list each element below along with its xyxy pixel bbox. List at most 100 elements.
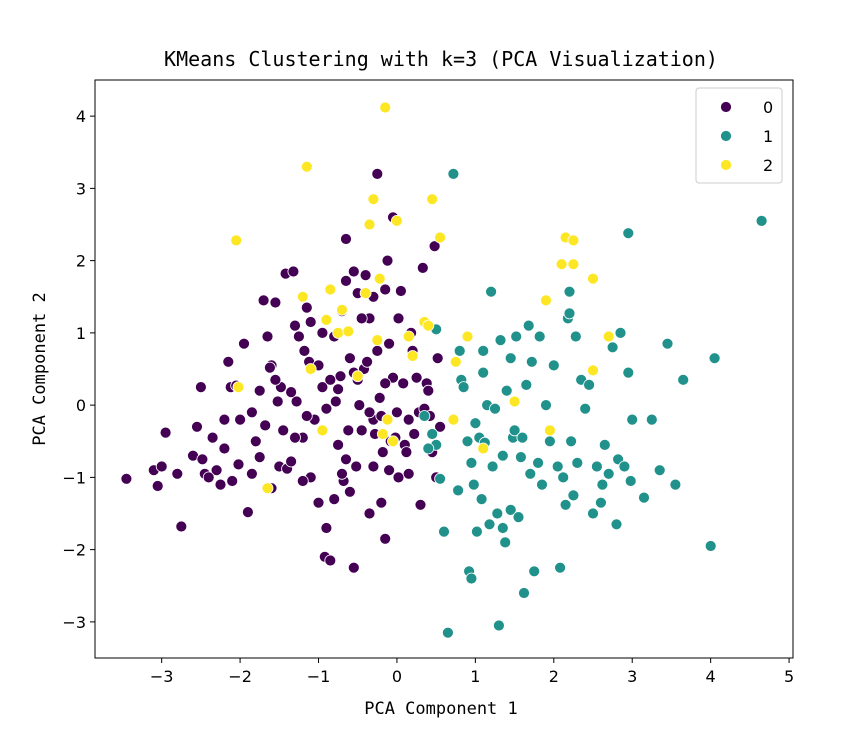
data-point-cluster-0	[269, 296, 282, 309]
data-point-cluster-1	[500, 384, 513, 397]
legend-marker	[720, 159, 732, 171]
data-point-cluster-2	[555, 258, 568, 271]
data-point-cluster-2	[232, 381, 245, 394]
data-point-cluster-1	[504, 352, 517, 365]
data-point-cluster-2	[402, 330, 415, 343]
y-tick-label: 1	[76, 324, 86, 343]
legend: 0 1 2	[695, 87, 783, 184]
data-point-cluster-1	[708, 352, 721, 365]
y-tick-label: 4	[76, 107, 86, 126]
data-point-cluster-2	[567, 258, 580, 271]
data-point-cluster-0	[383, 337, 396, 350]
y-tick-label: 2	[76, 252, 86, 271]
data-point-cluster-0	[376, 446, 389, 459]
data-point-cluster-1	[533, 330, 546, 343]
data-point-cluster-0	[320, 522, 333, 534]
data-point-cluster-2	[587, 272, 599, 285]
data-point-cluster-1	[426, 428, 439, 440]
data-point-cluster-0	[120, 472, 133, 485]
data-point-cluster-0	[292, 330, 305, 343]
x-tick-label: 5	[784, 667, 794, 686]
data-point-cluster-0	[332, 383, 345, 396]
data-point-cluster-1	[518, 587, 530, 599]
data-point-cluster-1	[447, 167, 460, 180]
data-point-cluster-1	[540, 399, 552, 412]
data-point-cluster-0	[300, 301, 313, 314]
data-point-cluster-1	[559, 498, 572, 511]
data-point-cluster-1	[504, 503, 517, 516]
data-point-cluster-0	[363, 406, 376, 419]
y-axis-label: PCA Component 2	[30, 292, 50, 446]
data-point-cluster-0	[222, 355, 235, 368]
data-point-cluster-1	[532, 456, 544, 469]
data-point-cluster-0	[392, 471, 405, 484]
data-points	[120, 101, 768, 639]
data-point-cluster-0	[218, 442, 231, 455]
data-point-cluster-1	[470, 525, 483, 538]
data-point-cluster-0	[334, 370, 347, 383]
data-point-cluster-0	[379, 377, 392, 390]
legend-marker	[720, 130, 732, 142]
data-point-cluster-0	[290, 395, 303, 408]
data-point-cluster-1	[422, 442, 435, 455]
data-point-cluster-0	[285, 386, 298, 399]
data-point-cluster-1	[453, 344, 466, 357]
legend-label: 1	[763, 127, 773, 146]
data-point-cluster-1	[563, 307, 576, 320]
y-tick-label: −3	[62, 613, 86, 632]
data-point-cluster-1	[645, 413, 658, 426]
data-point-cluster-2	[449, 355, 462, 368]
data-point-cluster-0	[257, 294, 270, 307]
data-point-cluster-0	[300, 410, 313, 422]
data-point-cluster-0	[336, 467, 348, 480]
data-point-cluster-0	[355, 312, 368, 325]
data-point-cluster-0	[175, 520, 188, 533]
data-point-cluster-2	[230, 234, 243, 247]
data-point-cluster-0	[202, 471, 215, 484]
data-point-cluster-0	[155, 460, 168, 473]
data-point-cluster-1	[755, 214, 768, 227]
data-point-cluster-1	[461, 435, 474, 448]
data-point-cluster-0	[402, 467, 415, 480]
data-point-cluster-0	[214, 478, 227, 491]
data-point-cluster-1	[606, 341, 619, 354]
data-point-cluster-0	[428, 240, 441, 253]
data-point-cluster-2	[447, 413, 460, 426]
data-point-cluster-0	[277, 424, 290, 437]
data-point-cluster-1	[489, 402, 501, 415]
data-point-cluster-2	[477, 442, 490, 455]
data-point-cluster-2	[367, 193, 380, 206]
data-point-cluster-0	[394, 285, 407, 297]
data-point-cluster-0	[271, 395, 284, 408]
data-point-cluster-1	[418, 410, 431, 422]
data-point-cluster-0	[402, 413, 415, 426]
data-point-cluster-0	[361, 355, 374, 368]
data-point-cluster-0	[324, 373, 337, 386]
data-point-cluster-0	[328, 493, 341, 506]
data-point-cluster-1	[669, 478, 682, 491]
data-point-cluster-0	[381, 254, 394, 267]
data-point-cluster-1	[602, 467, 615, 480]
data-point-cluster-0	[316, 326, 329, 339]
x-axis-ticks: −3 −2 −1 0 1 2 3 4 5	[150, 658, 794, 686]
data-point-cluster-1	[587, 507, 599, 520]
data-point-cluster-1	[557, 471, 570, 484]
data-point-cluster-1	[563, 285, 576, 298]
data-point-cluster-2	[363, 218, 376, 231]
data-point-cluster-1	[618, 460, 631, 473]
data-point-cluster-1	[624, 475, 637, 487]
data-point-cluster-1	[499, 536, 512, 549]
data-point-cluster-1	[515, 451, 527, 464]
data-point-cluster-0	[355, 424, 368, 437]
data-point-cluster-0	[171, 467, 184, 480]
data-point-cluster-1	[491, 507, 504, 520]
data-point-cluster-0	[371, 167, 384, 180]
data-point-cluster-0	[159, 426, 172, 439]
data-point-cluster-0	[226, 475, 239, 487]
data-point-cluster-0	[400, 446, 413, 459]
data-point-cluster-2	[316, 424, 329, 437]
data-point-cluster-0	[312, 496, 325, 509]
data-point-cluster-0	[379, 283, 392, 296]
data-point-cluster-0	[253, 451, 266, 464]
